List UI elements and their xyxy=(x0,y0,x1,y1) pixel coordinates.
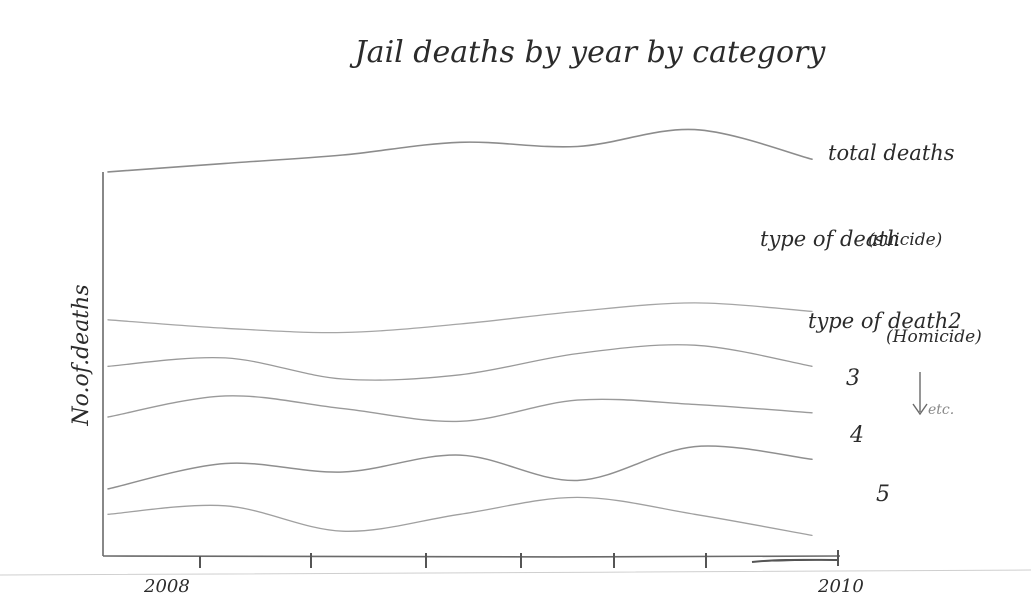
series-line-5 xyxy=(107,445,813,490)
series-label-5: 5 xyxy=(876,482,890,507)
chart-title: Jail deaths by year by category xyxy=(349,35,827,70)
series-line-1 xyxy=(107,128,813,173)
x-axis xyxy=(102,555,841,558)
series-label-homicide: type of death2 xyxy=(808,309,962,333)
series-lines xyxy=(107,128,813,537)
series-label-homicide-sub: (Homicide) xyxy=(886,327,982,347)
series-line-4 xyxy=(107,395,813,423)
series-label-4: 4 xyxy=(849,423,864,448)
down-arrow-icon xyxy=(912,372,928,416)
series-line-3 xyxy=(107,344,813,381)
series-label-suicide-sub: (suicide) xyxy=(868,230,942,250)
series-label-3: 3 xyxy=(846,366,860,391)
paper-fold xyxy=(0,569,1031,576)
x-start-label: 2008 xyxy=(143,576,190,594)
y-axis xyxy=(101,171,105,557)
x-end-label: 2010 xyxy=(817,576,864,594)
x-ticks xyxy=(199,550,839,568)
x-end-bracket xyxy=(751,558,839,563)
series-line-6 xyxy=(107,496,813,537)
y-axis-label: No.of.deaths xyxy=(69,284,94,426)
series-label-total-deaths: total deaths xyxy=(828,141,955,165)
series-label-suicide: type of death xyxy=(760,227,900,251)
series-line-2 xyxy=(107,302,813,334)
etc-annotation: etc. xyxy=(928,402,954,418)
